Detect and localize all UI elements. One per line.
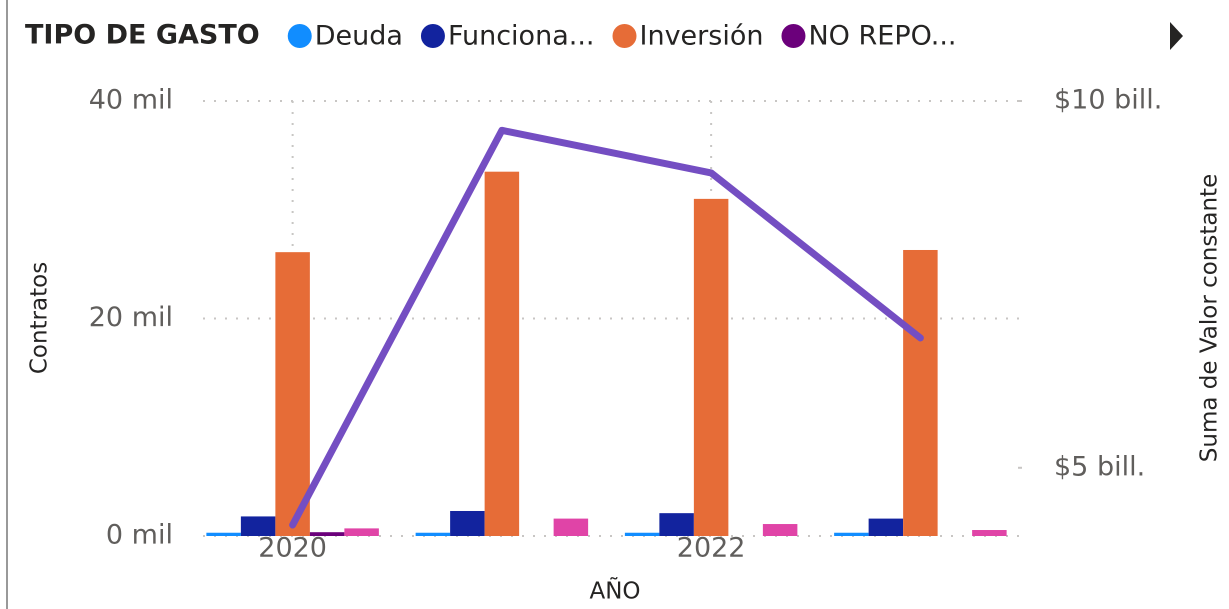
legend-marker (612, 24, 637, 48)
legend-next-arrow[interactable] (1170, 22, 1183, 50)
y2-tick-label: $5 bill. (1054, 451, 1145, 482)
bar (972, 530, 1007, 536)
bar (624, 532, 660, 536)
x-tick-label: 2022 (677, 533, 746, 564)
bar (344, 528, 379, 536)
bar (659, 513, 694, 536)
legend-label: Inversión (640, 21, 764, 52)
y-axis-title: Contratos (27, 262, 53, 374)
bar (206, 532, 241, 536)
x-tick-label: 2020 (258, 533, 327, 564)
legend-label: Funciona... (448, 21, 595, 52)
bar (553, 518, 589, 536)
y2-axis-title: Suma de Valor constante (1197, 174, 1223, 462)
bar (693, 198, 729, 536)
x-axis-title: AÑO (589, 577, 640, 605)
legend-label: NO REPO... (808, 21, 956, 52)
bar (275, 252, 310, 536)
bar (450, 510, 485, 536)
bar (834, 532, 869, 536)
legend-marker (287, 24, 312, 48)
bar (309, 532, 345, 536)
legend-marker (781, 24, 806, 48)
y-tick-label: 0 mil (106, 520, 173, 551)
bar (868, 518, 904, 536)
y-tick-label: 20 mil (89, 302, 173, 333)
bar (240, 516, 276, 536)
y2-tick-label: $10 bill. (1054, 85, 1162, 116)
bar (415, 532, 451, 536)
legend-label: Deuda (315, 21, 403, 52)
bar (903, 249, 938, 537)
y-tick-label: 40 mil (89, 85, 173, 116)
bar (762, 524, 798, 536)
bar (484, 171, 520, 536)
line (289, 126, 924, 529)
legend-title: TIPO DE GASTO (25, 20, 260, 51)
legend-marker (420, 24, 445, 48)
